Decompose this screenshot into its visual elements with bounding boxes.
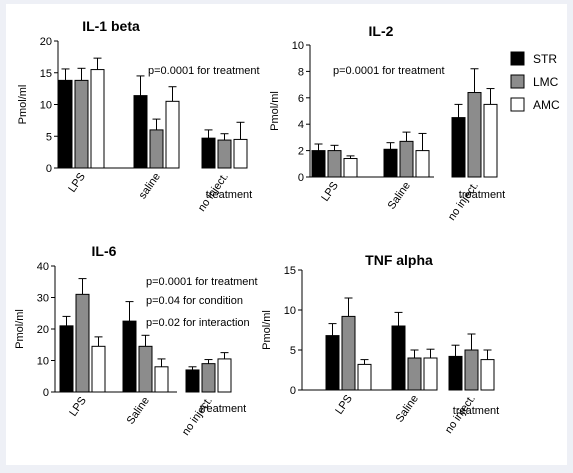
annotation-text: p=0.0001 for treatment	[146, 276, 258, 288]
y-tick-label: 5	[46, 131, 52, 143]
y-tick-label: 20	[40, 36, 52, 48]
annotation-text: p=0.0001 for treatment	[333, 65, 445, 77]
chart-title: IL-1 beta	[82, 18, 140, 34]
y-tick-label: 10	[292, 40, 304, 52]
legend: STR LMC AMC	[510, 51, 560, 112]
y-tick-label: 20	[37, 324, 49, 336]
bar-lmc-saline	[149, 129, 164, 169]
x-tick-label: LPS	[333, 393, 355, 417]
bar-lmc-saline	[138, 345, 153, 393]
bar-str-lps	[325, 335, 340, 391]
x-tick-label: Saline	[125, 395, 152, 427]
x-axis-label: treatment	[200, 403, 246, 415]
annotation-text: p=0.0001 for treatment	[148, 65, 260, 77]
bar-amc-no-inject-	[480, 359, 495, 391]
legend-label-str: STR	[533, 52, 557, 66]
bar-lmc-lps	[75, 293, 90, 393]
bar-amc-no-inject-	[233, 138, 248, 169]
y-tick-label: 2	[298, 146, 304, 158]
chart-title: IL-6	[92, 243, 117, 259]
annotation-text: p=0.04 for condition	[146, 295, 243, 307]
x-axis-label: treatment	[453, 405, 499, 417]
y-tick-label: 15	[40, 68, 52, 80]
bar-str-saline	[122, 320, 137, 393]
bar-amc-no-inject-	[483, 103, 498, 178]
bar-str-lps	[311, 150, 326, 178]
y-tick-label: 40	[37, 261, 49, 273]
y-tick-label: 10	[37, 356, 49, 368]
legend-label-amc: AMC	[533, 98, 560, 112]
chart-title: IL-2	[369, 23, 394, 39]
y-tick-label: 4	[298, 119, 304, 131]
chart-il-2: IL-2 Pmol/ml 0 2 4 6 8 10 LPS Saline no inject.tre…	[269, 23, 505, 223]
bar-lmc-lps	[341, 315, 356, 391]
y-axis-label: Pmol/ml	[14, 309, 26, 349]
bar-amc-lps	[357, 363, 372, 391]
bar-str-lps	[58, 79, 73, 169]
bar-str-no-inject-	[201, 137, 216, 169]
legend-swatch-lmc	[510, 74, 525, 89]
x-tick-label: Saline	[394, 393, 421, 425]
legend-swatch-str	[510, 51, 525, 66]
y-axis-label: Pmol/ml	[261, 310, 273, 350]
bar-lmc-no-inject-	[201, 363, 216, 393]
x-tick-label: saline	[137, 171, 163, 201]
y-axis-label: Pmol/ml	[269, 91, 281, 131]
x-tick-label: no inject.	[180, 395, 215, 438]
y-axis-label: Pmol/ml	[17, 85, 29, 125]
bar-lmc-no-inject-	[464, 349, 479, 391]
legend-label-lmc: LMC	[533, 75, 559, 89]
y-tick-label: 10	[284, 305, 296, 317]
bar-amc-lps	[90, 69, 105, 169]
bar-lmc-saline	[407, 357, 422, 391]
y-tick-label: 0	[290, 385, 296, 397]
y-tick-label: 5	[290, 345, 296, 357]
bar-lmc-no-inject-	[217, 139, 232, 169]
y-tick-label: 10	[40, 100, 52, 112]
bar-amc-saline	[154, 366, 169, 393]
y-tick-label: 15	[284, 265, 296, 277]
bar-str-no-inject-	[451, 117, 466, 178]
bar-str-no-inject-	[185, 369, 200, 393]
bar-str-saline	[133, 95, 148, 169]
chart-il-6: IL-6 Pmol/ml 0 10 20 30 40 LPS Saline no inject.t…	[14, 243, 258, 438]
bar-amc-no-inject-	[217, 358, 232, 393]
bar-lmc-no-inject-	[467, 92, 482, 178]
bar-lmc-lps	[327, 150, 342, 178]
bar-str-lps	[59, 325, 74, 393]
x-tick-label: no inject.	[446, 180, 481, 223]
x-tick-label: LPS	[67, 395, 89, 419]
y-tick-label: 8	[298, 66, 304, 78]
y-tick-label: 30	[37, 293, 49, 305]
x-tick-label: Saline	[386, 180, 413, 212]
y-tick-label: 0	[43, 387, 49, 399]
chart-title: TNF alpha	[365, 252, 433, 268]
annotation-text: p=0.02 for interaction	[146, 317, 250, 329]
legend-swatch-amc	[510, 97, 525, 112]
x-tick-label: LPS	[66, 171, 88, 195]
bar-str-no-inject-	[448, 355, 463, 391]
x-axis-label: treatment	[459, 189, 505, 201]
bar-str-saline	[391, 325, 406, 391]
bar-lmc-lps	[74, 79, 89, 169]
bar-amc-lps	[343, 158, 358, 178]
x-axis-label: treatment	[206, 189, 252, 201]
bar-amc-lps	[91, 345, 106, 393]
bar-str-saline	[383, 148, 398, 178]
y-tick-label: 0	[298, 172, 304, 184]
y-tick-label: 0	[46, 163, 52, 175]
bar-amc-saline	[415, 150, 430, 178]
bar-amc-saline	[165, 100, 180, 169]
bar-amc-saline	[423, 357, 438, 391]
bar-lmc-saline	[399, 140, 414, 178]
y-tick-label: 6	[298, 93, 304, 105]
figure-panel: IL-1 beta Pmol/ml 0 5 10 15 20 LPS saline no inje…	[6, 4, 567, 465]
x-tick-label: LPS	[319, 180, 341, 204]
